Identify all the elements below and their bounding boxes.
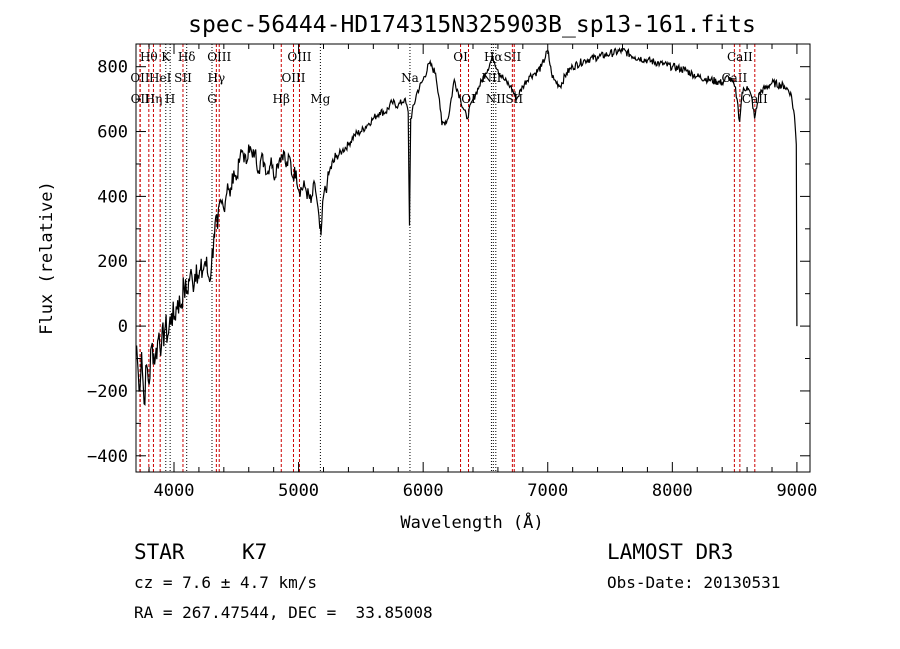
- line-marker-label: OIII: [287, 50, 311, 64]
- line-marker-label: Na: [401, 71, 419, 85]
- x-tick-label: 8000: [652, 481, 693, 501]
- y-tick-label: 200: [97, 252, 128, 272]
- line-marker-label: H: [165, 92, 175, 106]
- object-subclass: K7: [242, 540, 268, 564]
- y-tick-label: −200: [87, 382, 128, 402]
- coordinates-text: RA = 267.47544, DEC = 33.85008: [134, 603, 433, 622]
- x-tick-label: 6000: [403, 481, 444, 501]
- spectrum-line: [136, 47, 798, 406]
- line-marker-label: OII: [130, 71, 150, 85]
- line-marker-label: NII: [481, 71, 501, 85]
- obs-date: Obs-Date: 20130531: [607, 573, 781, 592]
- line-marker-label: CaII: [721, 71, 747, 85]
- object-class: STAR: [134, 540, 185, 564]
- line-marker-label: OI: [461, 92, 476, 106]
- line-marker-label: Hη: [145, 92, 163, 106]
- y-tick-label: −400: [87, 447, 128, 467]
- line-marker-label: K: [161, 50, 171, 64]
- axis-ticks: 4000 5000 6000 7000 8000 9000 −400 −200 0 200 400 6…: [87, 44, 817, 501]
- plot-frame: [135, 43, 811, 473]
- x-axis-label: Wavelength (Å): [400, 511, 543, 533]
- line-marker-label: SII: [504, 50, 522, 64]
- line-marker-label: Mg: [310, 92, 330, 106]
- y-tick-label: 0: [118, 317, 128, 337]
- x-tick-label: 7000: [527, 481, 568, 501]
- line-marker-label: Hγ: [208, 71, 226, 85]
- y-axis-label: Flux (relative): [37, 181, 57, 335]
- line-markers: OIIOIIHθHηHeIKHSIIHδGHγOIIIHβOIIIOIIIMgN…: [130, 44, 768, 472]
- line-marker-label: Hβ: [273, 92, 290, 106]
- line-marker-label: Hδ: [178, 50, 196, 64]
- line-marker-label: SII: [174, 71, 192, 85]
- x-tick-label: 9000: [776, 481, 817, 501]
- line-marker-label: G: [207, 92, 217, 106]
- line-marker-label: HeI: [149, 71, 172, 85]
- y-tick-label: 400: [97, 187, 128, 207]
- y-tick-label: 800: [97, 58, 128, 78]
- line-marker-label: NII: [486, 92, 506, 106]
- survey-name: LAMOST DR3: [607, 540, 734, 564]
- line-marker-label: CaII: [727, 50, 753, 64]
- line-marker-label: OIII: [207, 50, 231, 64]
- y-tick-label: 600: [97, 123, 128, 143]
- line-marker-label: Hθ: [140, 50, 158, 64]
- line-marker-label: CaII: [742, 92, 768, 106]
- line-marker-label: OI: [453, 50, 468, 64]
- x-tick-label: 5000: [278, 481, 319, 501]
- redshift-text: cz = 7.6 ± 4.7 km/s: [134, 573, 318, 592]
- x-tick-label: 4000: [154, 481, 195, 501]
- chart-title: spec-56444-HD174315N325903B_sp13-161.fit…: [188, 12, 756, 38]
- line-marker-label: OIII: [281, 71, 305, 85]
